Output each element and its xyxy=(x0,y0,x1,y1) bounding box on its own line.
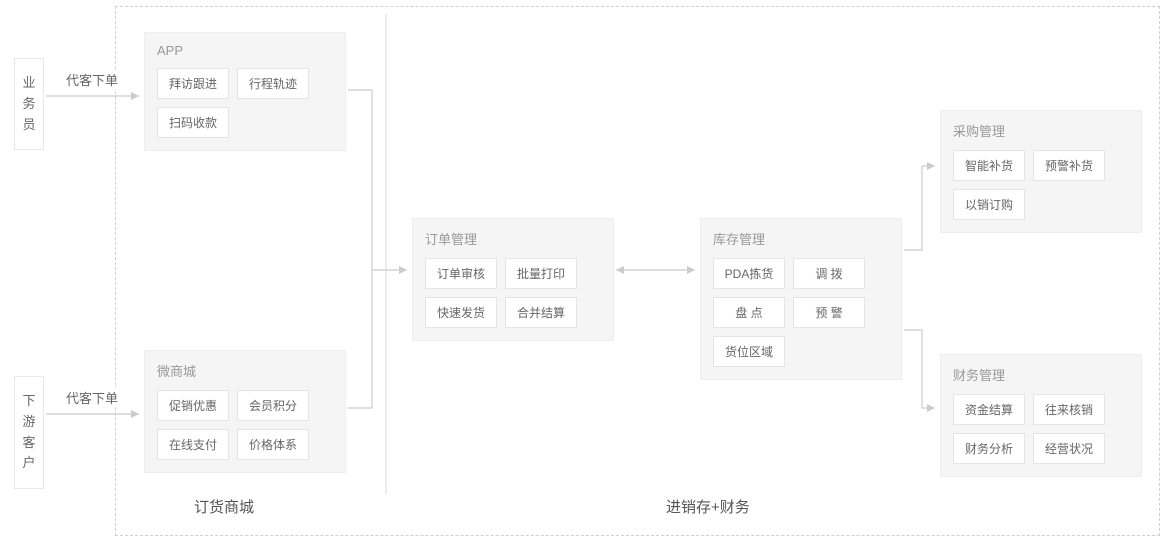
chip-scanpay: 扫码收款 xyxy=(157,107,229,138)
role-sales-label: 业务员 xyxy=(22,75,35,132)
group-finance: 财务管理 资金结算 往来核销 财务分析 经营状况 xyxy=(940,354,1142,477)
section-erp-label: 进销存+财务 xyxy=(666,496,750,517)
chip-points: 会员积分 xyxy=(237,390,309,421)
group-app: APP 拜访跟进 行程轨迹 扫码收款 xyxy=(144,32,346,151)
chip-orderaudit: 订单审核 xyxy=(425,258,497,289)
chip-alert: 预 警 xyxy=(793,297,865,328)
chip-alertrestock: 预警补货 xyxy=(1033,150,1105,181)
chip-batchprint: 批量打印 xyxy=(505,258,577,289)
chip-promo: 促销优惠 xyxy=(157,390,229,421)
edge-label-top: 代客下单 xyxy=(66,70,118,89)
chip-price: 价格体系 xyxy=(237,429,309,460)
group-purchase-title: 采购管理 xyxy=(953,121,1129,140)
chip-smartrestock: 智能补货 xyxy=(953,150,1025,181)
chip-fundsettle: 资金结算 xyxy=(953,394,1025,425)
group-app-title: APP xyxy=(157,43,333,58)
edge-label-bottom: 代客下单 xyxy=(66,388,118,407)
chip-stocktake: 盘 点 xyxy=(713,297,785,328)
chip-finanalysis: 财务分析 xyxy=(953,433,1025,464)
group-finance-title: 财务管理 xyxy=(953,365,1129,384)
chip-fastship: 快速发货 xyxy=(425,297,497,328)
chip-transfer: 调 拨 xyxy=(793,258,865,289)
group-order-title: 订单管理 xyxy=(425,229,601,248)
chip-reconcile: 往来核销 xyxy=(1033,394,1105,425)
group-purchase: 采购管理 智能补货 预警补货 以销订购 xyxy=(940,110,1142,233)
role-sales: 业务员 xyxy=(14,58,44,150)
chip-visit: 拜访跟进 xyxy=(157,68,229,99)
group-mall-title: 微商城 xyxy=(157,361,333,380)
group-order: 订单管理 订单审核 批量打印 快速发货 合并结算 xyxy=(412,218,614,341)
chip-salesorder: 以销订购 xyxy=(953,189,1025,220)
group-inventory: 库存管理 PDA拣货 调 拨 盘 点 预 警 货位区域 xyxy=(700,218,902,380)
group-mall: 微商城 促销优惠 会员积分 在线支付 价格体系 xyxy=(144,350,346,473)
role-customer-label: 下游客户 xyxy=(22,393,35,470)
chip-bizstatus: 经营状况 xyxy=(1033,433,1105,464)
chip-location: 货位区域 xyxy=(713,336,785,367)
chip-mergesettle: 合并结算 xyxy=(505,297,577,328)
section-mall-label: 订货商城 xyxy=(194,496,254,517)
chip-onlinepay: 在线支付 xyxy=(157,429,229,460)
group-inventory-title: 库存管理 xyxy=(713,229,889,248)
chip-track: 行程轨迹 xyxy=(237,68,309,99)
chip-pda: PDA拣货 xyxy=(713,258,785,289)
role-customer: 下游客户 xyxy=(14,376,44,489)
